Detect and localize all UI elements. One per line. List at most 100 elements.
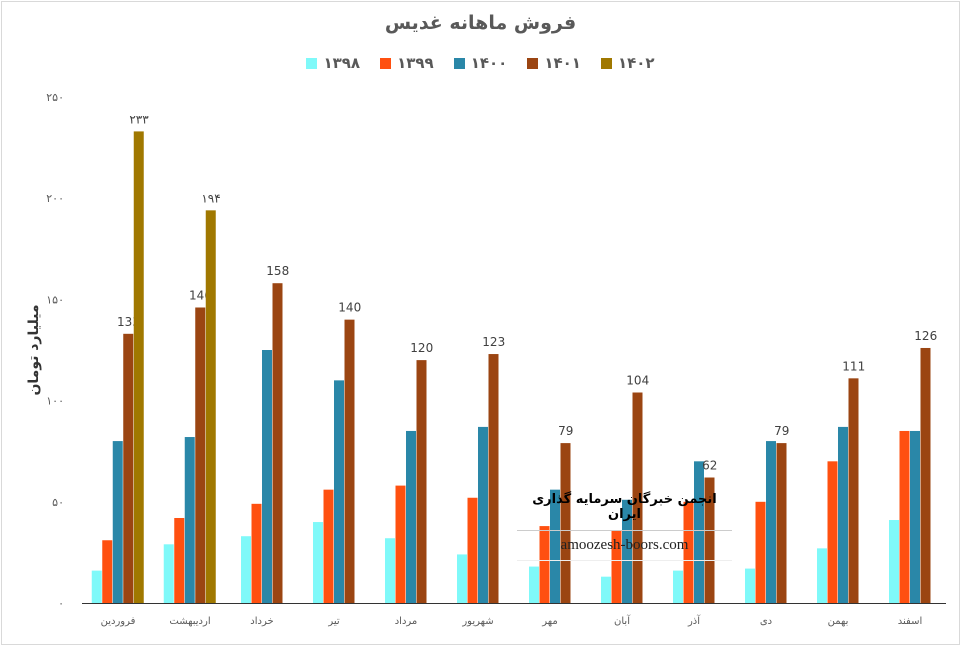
bar-۱۴۰۱ bbox=[272, 283, 283, 603]
y-tick-label: ۲۵۰ bbox=[46, 91, 64, 104]
y-tick-label: ۱۰۰ bbox=[46, 395, 64, 408]
bar-۱۴۰۱ bbox=[776, 443, 787, 603]
data-label: ۲۳۳ bbox=[129, 112, 149, 126]
bar-۱۳۹۹ bbox=[611, 530, 622, 603]
bar-۱۴۰۱ bbox=[195, 307, 206, 603]
legend-item[interactable]: ۱۴۰۲ bbox=[600, 54, 655, 72]
x-tick-label: فروردین bbox=[101, 616, 136, 627]
x-tick-label: تیر bbox=[327, 616, 340, 627]
bar-۱۴۰۰ bbox=[622, 499, 632, 603]
legend-swatch bbox=[600, 57, 612, 69]
legend-swatch bbox=[380, 57, 392, 69]
bar-۱۳۹۹ bbox=[323, 489, 334, 603]
bar-۱۴۰۰ bbox=[478, 426, 488, 603]
bar-۱۴۰۱ bbox=[123, 333, 134, 603]
bar-۱۳۹۹ bbox=[755, 501, 766, 603]
bar-۱۳۹۹ bbox=[395, 485, 406, 603]
bar-۱۳۹۸ bbox=[163, 544, 174, 603]
y-tick-label: ۰ bbox=[58, 597, 64, 610]
bar-۱۳۹۸ bbox=[457, 554, 467, 603]
bar-۱۳۹۹ bbox=[102, 540, 113, 603]
y-tick-label: ۲۰۰ bbox=[46, 192, 64, 205]
bar-۱۳۹۸ bbox=[241, 536, 251, 603]
data-label: 158 bbox=[266, 264, 289, 278]
bar-۱۳۹۸ bbox=[91, 570, 102, 603]
bar-۱۴۰۰ bbox=[406, 430, 416, 603]
watermark-url: amoozesh-boors.com bbox=[517, 531, 732, 561]
bar-۱۴۰۱ bbox=[560, 443, 571, 603]
legend-label: ۱۳۹۸ bbox=[323, 54, 361, 72]
bar-۱۳۹۹ bbox=[899, 430, 910, 603]
bar-۱۳۹۹ bbox=[467, 497, 478, 603]
bar-۱۴۰۰ bbox=[838, 426, 848, 603]
bar-۱۴۰۰ bbox=[550, 489, 560, 603]
bar-۱۳۹۹ bbox=[174, 517, 185, 603]
legend: ۱۳۹۸ ۱۳۹۹ ۱۴۰۰ ۱۴۰۱ ۱۴۰۲ bbox=[2, 54, 959, 72]
legend-label: ۱۴۰۰ bbox=[470, 54, 508, 72]
legend-item[interactable]: ۱۳۹۹ bbox=[380, 54, 434, 72]
bar-۱۳۹۹ bbox=[683, 501, 694, 603]
x-tick-label: شهریور bbox=[461, 616, 493, 627]
bar-۱۴۰۰ bbox=[112, 441, 123, 603]
bar-۱۳۹۸ bbox=[673, 570, 683, 603]
legend-item[interactable]: ۱۴۰۰ bbox=[453, 54, 508, 72]
data-label: ۱۹۴ bbox=[201, 191, 220, 205]
x-tick-label: اسفند bbox=[898, 616, 922, 627]
bar-۱۴۰۰ bbox=[694, 461, 704, 603]
bar-۱۳۹۹ bbox=[251, 503, 262, 603]
bar-۱۳۹۸ bbox=[529, 566, 539, 603]
y-tick-label: ۱۵۰ bbox=[46, 293, 64, 306]
bar-۱۳۹۸ bbox=[745, 568, 755, 603]
bar-۱۴۰۱ bbox=[344, 319, 355, 603]
data-label: 140 bbox=[338, 301, 361, 315]
x-tick-label: آبان bbox=[614, 614, 631, 627]
legend-label: ۱۴۰۱ bbox=[544, 54, 581, 72]
bar-۱۳۹۸ bbox=[601, 576, 611, 603]
data-label: 104 bbox=[626, 374, 649, 388]
watermark-org: انجمن خبرگان سرمایه گذاری ایران bbox=[517, 492, 732, 531]
data-label: 79 bbox=[774, 424, 789, 438]
data-label: 79 bbox=[558, 424, 573, 438]
data-label: 123 bbox=[482, 335, 505, 349]
y-axis-label: میلیارد تومان bbox=[26, 304, 42, 395]
data-label: 111 bbox=[842, 359, 865, 373]
bar-۱۴۰۱ bbox=[488, 354, 499, 603]
bar-۱۳۹۸ bbox=[817, 548, 827, 603]
bar-۱۳۹۸ bbox=[385, 538, 395, 603]
bar-۱۴۰۱ bbox=[920, 347, 931, 603]
bar-۱۴۰۲ bbox=[205, 210, 216, 603]
bar-۱۴۰۰ bbox=[766, 441, 776, 603]
x-tick-label: اردیبهشت bbox=[169, 616, 210, 627]
chart-title: فروش ماهانه غدیس bbox=[384, 12, 577, 34]
legend-swatch bbox=[453, 57, 465, 69]
legend-label: ۱۴۰۲ bbox=[617, 54, 655, 72]
watermark: انجمن خبرگان سرمایه گذاری ایران amoozesh… bbox=[517, 492, 732, 561]
y-tick-label: ۵۰ bbox=[52, 496, 64, 509]
x-tick-label: خرداد bbox=[250, 616, 273, 627]
bar-۱۴۰۱ bbox=[632, 392, 643, 603]
bar-۱۴۰۱ bbox=[848, 378, 859, 603]
data-label: 126 bbox=[914, 329, 937, 343]
data-label: 62 bbox=[702, 459, 717, 473]
legend-item[interactable]: ۱۳۹۸ bbox=[306, 54, 360, 72]
x-tick-label: مرداد bbox=[395, 616, 418, 627]
bar-۱۳۹۸ bbox=[889, 520, 899, 603]
data-label: 120 bbox=[410, 341, 433, 355]
x-tick-label: مهر bbox=[541, 616, 557, 627]
bar-۱۴۰۰ bbox=[262, 350, 272, 603]
legend-item[interactable]: ۱۴۰۱ bbox=[527, 54, 581, 72]
bar-۱۳۹۹ bbox=[539, 526, 550, 603]
bar-۱۳۹۸ bbox=[313, 522, 323, 603]
bar-۱۳۹۹ bbox=[827, 461, 838, 603]
bar-۱۴۰۰ bbox=[184, 437, 195, 603]
legend-label: ۱۳۹۹ bbox=[397, 54, 434, 72]
bar-۱۴۰۰ bbox=[910, 430, 920, 603]
legend-swatch bbox=[527, 57, 539, 69]
bar-۱۴۰۰ bbox=[334, 380, 344, 603]
x-tick-label: آذر bbox=[687, 614, 701, 627]
bar-۱۴۰۱ bbox=[416, 360, 427, 603]
x-tick-label: دی bbox=[760, 616, 772, 627]
legend-swatch bbox=[306, 57, 318, 69]
